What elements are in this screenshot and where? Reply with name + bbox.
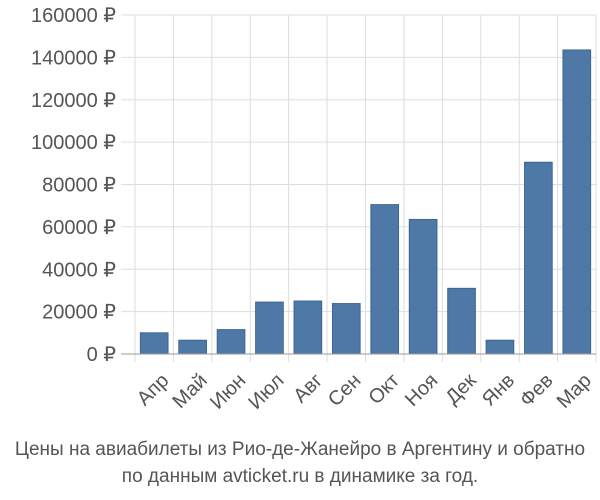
bar	[562, 49, 592, 355]
y-tick-label: 100000 ₽	[31, 132, 116, 154]
y-tick-label: 160000 ₽	[31, 5, 116, 27]
y-tick-label: 60000 ₽	[42, 217, 116, 239]
x-tick-label: Фев	[516, 370, 558, 412]
bar	[524, 161, 553, 355]
bars	[139, 49, 592, 355]
x-tick-label: Июн	[206, 370, 250, 414]
y-tick-label: 80000 ₽	[42, 175, 116, 197]
bar	[370, 204, 400, 355]
bar	[408, 218, 438, 355]
y-tick-label: 140000 ₽	[31, 47, 116, 69]
y-tick-label: 0 ₽	[87, 344, 117, 366]
x-tick-label: Дек	[442, 369, 481, 408]
y-axis-ticks: 0 ₽ 20000 ₽ 40000 ₽ 60000 ₽ 80000 ₽ 100000 ₽ 1…	[31, 5, 116, 366]
y-tick-label: 120000 ₽	[31, 90, 116, 112]
x-tick-label: Май	[169, 370, 212, 413]
chart-caption-line-2: по данным avticket.ru в динамике за год.	[122, 466, 478, 487]
bar	[331, 303, 361, 355]
bar	[293, 300, 323, 355]
chart-caption-line-1: Цены на авиабилеты из Рио-де-Жанейро в А…	[15, 439, 585, 460]
bar	[139, 332, 169, 355]
bar	[255, 301, 284, 355]
x-tick-label: Сен	[324, 370, 365, 411]
x-tick-label: Мар	[553, 370, 596, 413]
x-tick-label: Апр	[133, 370, 174, 411]
y-tick-label: 40000 ₽	[42, 259, 116, 281]
x-tick-label: Янв	[478, 370, 519, 411]
bar	[485, 339, 515, 355]
bar	[216, 329, 246, 355]
bar	[447, 287, 476, 355]
grid-lines	[121, 14, 597, 362]
x-tick-label: Ноя	[401, 370, 442, 411]
x-tick-label: Авг	[289, 370, 327, 408]
bar	[178, 339, 207, 355]
x-tick-label: Июл	[244, 370, 288, 414]
y-tick-label: 20000 ₽	[42, 302, 116, 324]
x-tick-label: Окт	[364, 370, 403, 409]
